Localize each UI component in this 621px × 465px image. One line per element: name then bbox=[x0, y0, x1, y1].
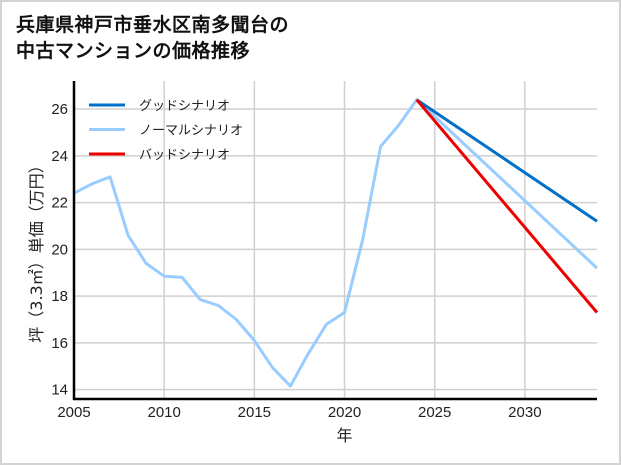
y-tick-label: 26 bbox=[51, 101, 68, 118]
y-tick-label: 18 bbox=[51, 288, 68, 305]
y-tick-label: 16 bbox=[51, 335, 68, 352]
x-axis-label: 年 bbox=[337, 426, 353, 445]
chart-title-line1: 兵庫県神戸市垂水区南多聞台の bbox=[16, 14, 290, 36]
legend-label: バッドシナリオ bbox=[139, 148, 230, 163]
tick-labels: 2005 2010 2015 2020 2025 2030 14 16 18 20 22 24 26 bbox=[51, 101, 541, 421]
x-tick-label: 2015 bbox=[238, 404, 271, 421]
x-tick-label: 2020 bbox=[328, 404, 361, 421]
y-axis-label: 坪（3.3㎡）単価（万円） bbox=[27, 157, 46, 342]
y-tick-label: 24 bbox=[51, 148, 68, 165]
x-tick-label: 2010 bbox=[147, 404, 180, 421]
series-line bbox=[73, 98, 599, 388]
y-tick-label: 14 bbox=[51, 382, 68, 399]
legend-label: グッドシナリオ bbox=[139, 99, 230, 114]
axes bbox=[72, 81, 597, 401]
legend-label: ノーマルシナリオ bbox=[139, 124, 243, 139]
x-tick-label: 2025 bbox=[418, 404, 451, 421]
x-tick-label: 2030 bbox=[508, 404, 541, 421]
y-tick-label: 22 bbox=[51, 195, 68, 212]
series-line bbox=[415, 98, 599, 314]
x-tick-label: 2005 bbox=[57, 404, 90, 421]
chart-title-line2: 中古マンションの価格推移 bbox=[16, 40, 251, 62]
data-series bbox=[73, 98, 599, 388]
y-tick-label: 20 bbox=[51, 241, 68, 258]
chart-title: 兵庫県神戸市垂水区南多聞台の 中古マンションの価格推移 bbox=[16, 12, 289, 64]
series-line bbox=[415, 98, 598, 223]
grid-lines bbox=[73, 81, 597, 399]
